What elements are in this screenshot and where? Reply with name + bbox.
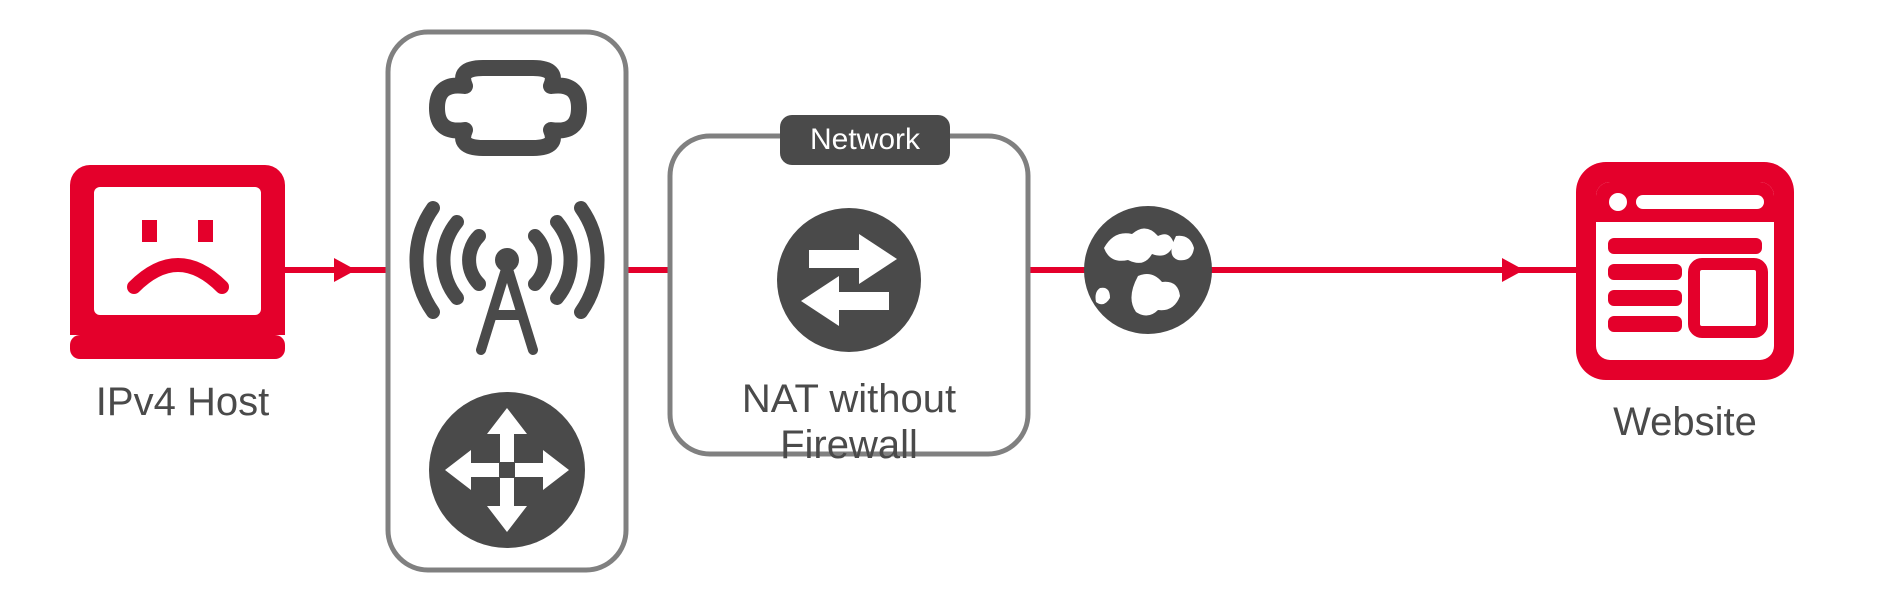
laptop-icon [70,165,285,359]
network-badge: Network [780,115,950,165]
nat-label: NAT without Firewall [670,376,1028,468]
diagram-svg [0,0,1879,603]
website-icon [1576,162,1794,380]
network-diagram: IPv4 Host Network NAT without Firewall W… [0,0,1879,603]
arrowhead-1 [334,258,356,282]
host-label: IPv4 Host [75,380,290,425]
arrowhead-2 [1502,258,1524,282]
nat-label-line2: Firewall [780,423,918,467]
nat-swap-icon [777,208,921,352]
globe-icon [1084,206,1212,334]
nat-label-line1: NAT without [742,377,956,421]
website-label: Website [1576,400,1794,445]
router-icon [429,392,585,548]
